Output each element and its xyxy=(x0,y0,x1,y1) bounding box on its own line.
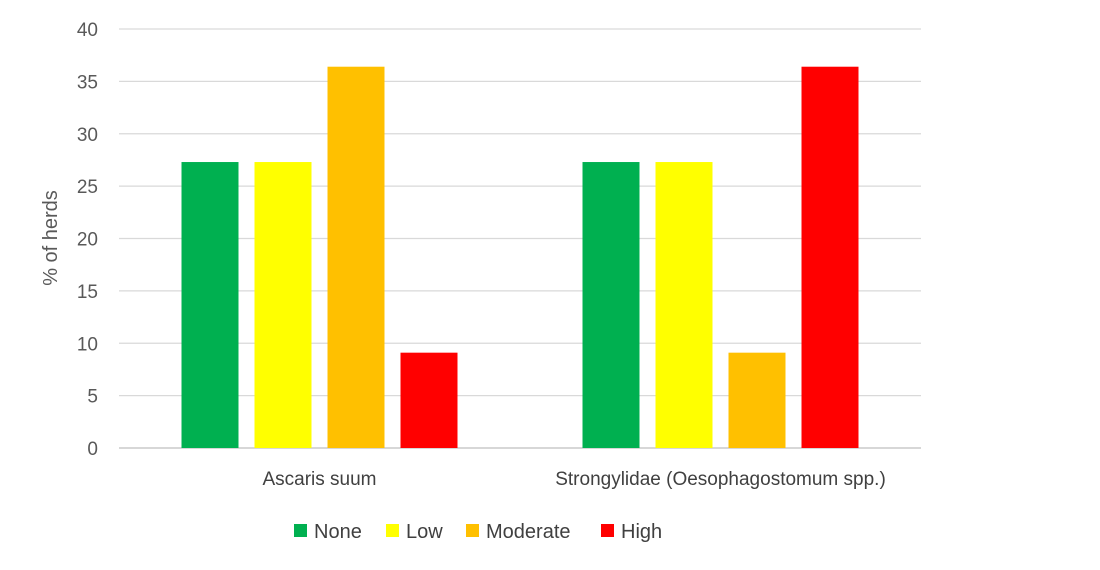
bar-none xyxy=(582,162,640,448)
y-tick-label: 40 xyxy=(77,20,98,41)
y-tick-label: 15 xyxy=(77,282,98,303)
bar-none xyxy=(181,162,239,448)
legend-label-none: None xyxy=(314,521,362,543)
y-tick-label: 25 xyxy=(77,177,98,198)
x-category-label: Strongylidae (Oesophagostomum spp.) xyxy=(555,469,886,490)
legend-swatch-high xyxy=(601,524,614,537)
legend-label-moderate: Moderate xyxy=(486,521,571,543)
legend: None Low Moderate High xyxy=(294,521,662,543)
y-tick-label: 35 xyxy=(77,72,98,93)
y-tick-label: 0 xyxy=(87,439,98,460)
bar-moderate xyxy=(327,66,385,449)
legend-label-high: High xyxy=(621,521,662,543)
y-tick-label: 20 xyxy=(77,230,98,251)
legend-swatch-moderate xyxy=(466,524,479,537)
legend-swatch-low xyxy=(386,524,399,537)
bars xyxy=(181,66,859,449)
y-tick-label: 30 xyxy=(77,125,98,146)
y-tick-label: 10 xyxy=(77,334,98,355)
gridlines xyxy=(119,28,921,449)
x-axis-categories: Ascaris suum Strongylidae (Oesophagostomu… xyxy=(262,469,885,490)
bar-low xyxy=(655,162,713,448)
bar-low xyxy=(254,162,312,448)
bar-high xyxy=(801,66,859,449)
legend-swatch-none xyxy=(294,524,307,537)
bar-high xyxy=(400,352,458,448)
bar-moderate xyxy=(728,352,786,448)
x-category-label: Ascaris suum xyxy=(262,469,376,490)
y-axis-title: % of herds xyxy=(40,190,62,286)
y-axis-ticks: 0 5 10 15 20 25 30 35 40 xyxy=(77,20,98,460)
y-tick-label: 5 xyxy=(87,387,98,408)
legend-label-low: Low xyxy=(406,521,443,543)
